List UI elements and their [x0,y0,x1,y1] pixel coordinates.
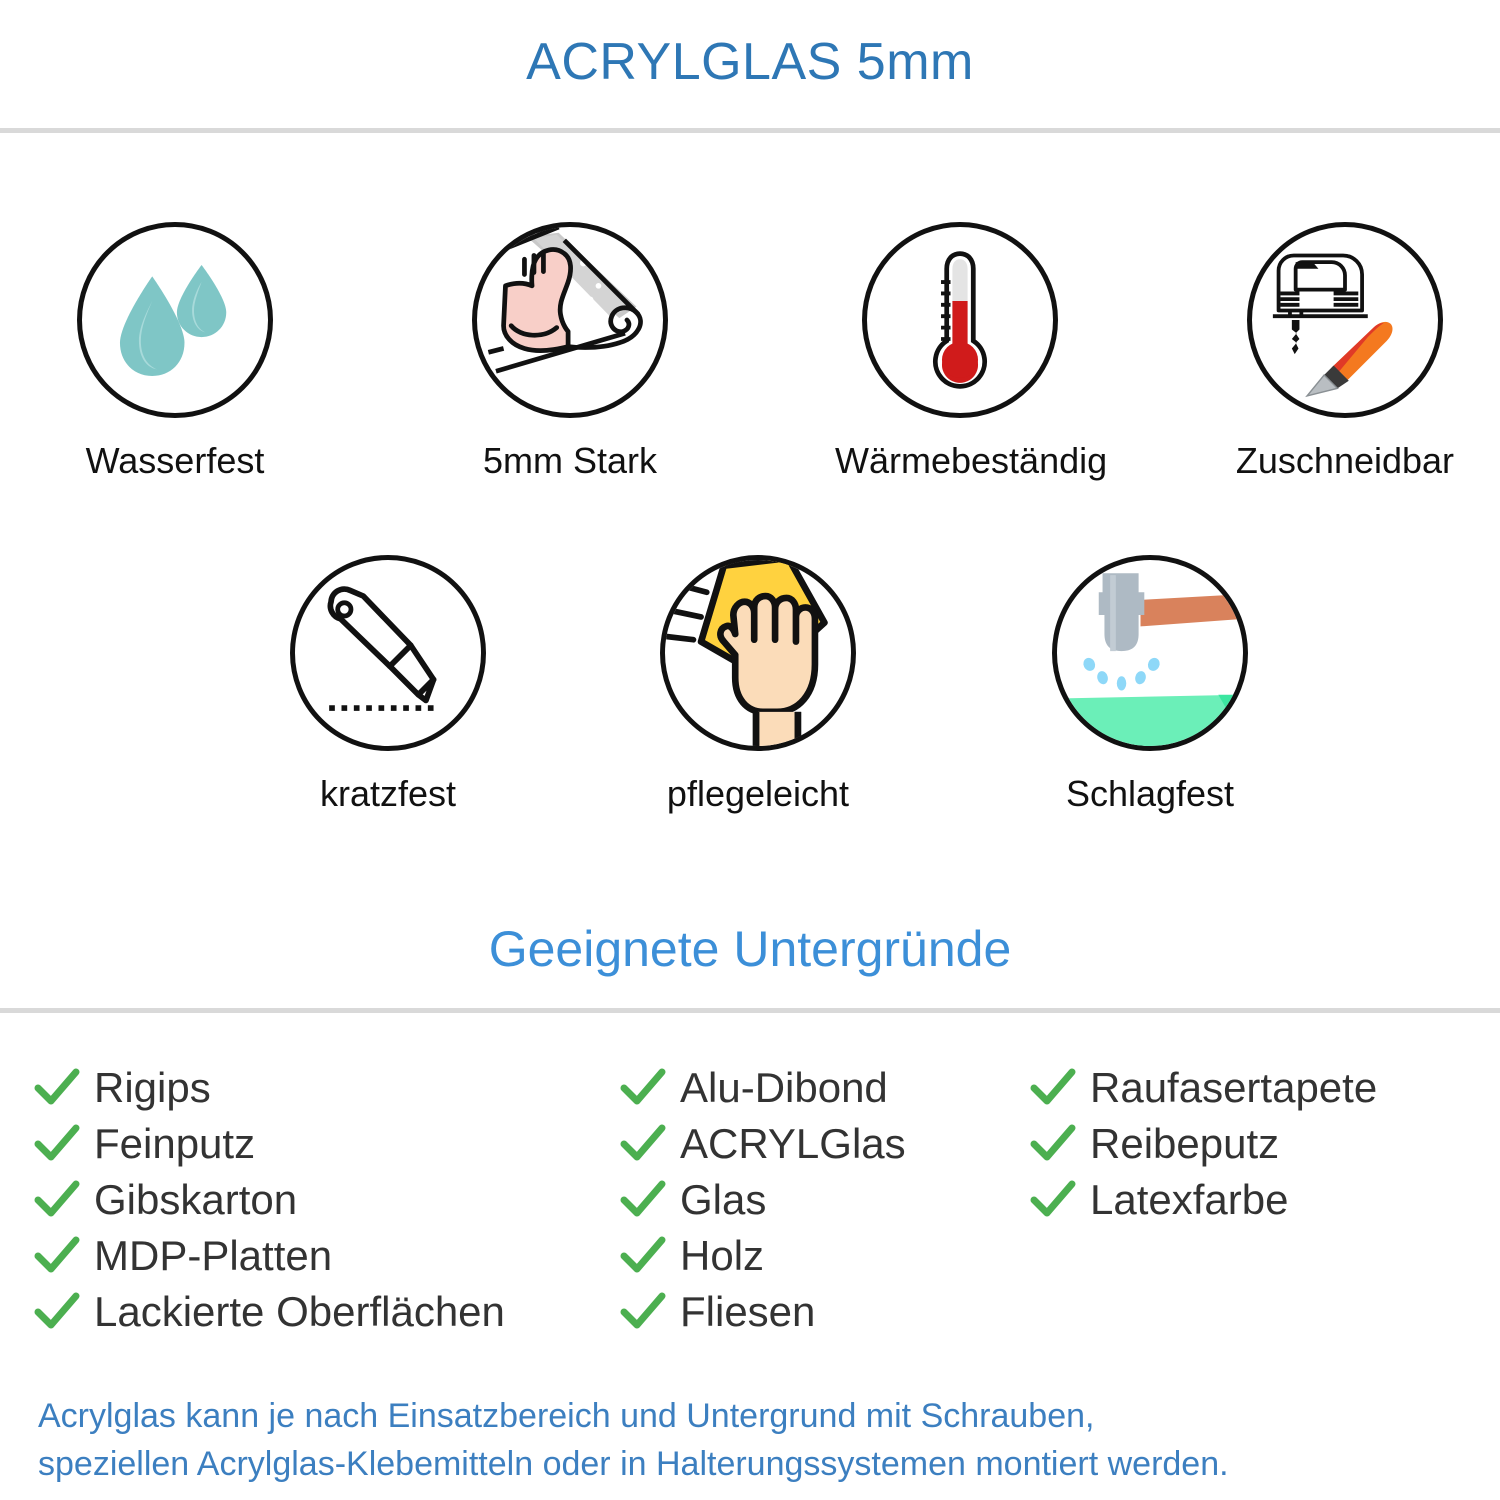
list-item: MDP-Platten [34,1228,620,1284]
list-item-label: Glas [680,1176,767,1223]
feature-label: kratzfest [319,773,457,814]
list-item-label: Latexfarbe [1090,1176,1289,1223]
feature-icon-circle [660,555,856,751]
list-item: Glas [620,1172,1030,1228]
check-icon [34,1236,80,1276]
list-item: Gibskarton [34,1172,620,1228]
list-item: Latexfarbe [1030,1172,1480,1228]
footer-note-line-2: speziellen Acrylglas-Klebemitteln oder i… [38,1445,1229,1483]
list-item-label: Fliesen [680,1288,816,1335]
substrates-column-3: Raufasertapete Reibeputz Latexfarbe [1030,1060,1480,1340]
list-item: Raufasertapete [1030,1060,1480,1116]
feature-item-pflegeleicht: pflegeleicht [633,555,883,815]
check-icon [34,1124,80,1164]
list-item: Rigips [34,1060,620,1116]
list-item: Holz [620,1228,1030,1284]
check-icon [34,1068,80,1108]
list-item: Fliesen [620,1284,1030,1340]
footer-note: Acrylglas kann je nach Einsatzbereich un… [38,1392,1468,1488]
feature-item-schlagfest: Schlagfest [1025,555,1275,815]
feature-label: Wärmebeständig [835,440,1108,481]
check-icon [34,1180,80,1220]
substrates-column-1: Rigips Feinputz Gibskarton MDP-Platten L… [0,1060,620,1340]
thermometer-icon [932,251,988,389]
substrates-column-2: Alu-Dibond ACRYLGlas Glas Holz Fliesen [620,1060,1030,1340]
feature-item-waermebestaendig: Wärmebeständig [835,222,1108,482]
substrates-list: Rigips Feinputz Gibskarton MDP-Platten L… [0,1060,1500,1340]
substrates-heading: Geeignete Untergründe [488,921,1012,977]
feature-icon-circle [472,222,668,418]
footer-note-line-1: Acrylglas kann je nach Einsatzbereich un… [38,1397,1095,1435]
list-item-label: Gibskarton [94,1176,298,1223]
check-icon [1030,1068,1076,1108]
feature-item-5mm-stark: 5mm Stark [445,222,695,482]
list-item-label: Reibeputz [1090,1120,1280,1167]
feature-icon-circle [77,222,273,418]
list-item-label: ACRYLGlas [680,1120,906,1167]
list-item-label: MDP-Platten [94,1232,333,1279]
list-item-label: Feinputz [94,1120,256,1167]
feature-icon-circle [862,222,1058,418]
check-icon [34,1292,80,1332]
feature-item-kratzfest: kratzfest [263,555,513,815]
check-icon [620,1124,666,1164]
list-item-label: Alu-Dibond [680,1064,888,1111]
feature-label: pflegeleicht [666,773,850,814]
feature-icon-circle [1247,222,1443,418]
page-title: ACRYLGLAS 5mm [526,33,974,91]
hammer-impact-icon [1057,573,1243,746]
list-item: ACRYLGlas [620,1116,1030,1172]
feature-label: 5mm Stark [482,440,658,481]
check-icon [1030,1180,1076,1220]
feature-icon-circle [1052,555,1248,751]
feature-label: Zuschneidbar [1235,440,1455,481]
hand-wiping-cloth-icon [665,560,828,746]
list-item-label: Holz [680,1232,765,1279]
divider-top [0,128,1500,133]
list-item: Reibeputz [1030,1116,1480,1172]
check-icon [620,1068,666,1108]
check-icon [620,1292,666,1332]
list-item: Lackierte Oberflächen [34,1284,620,1340]
feature-label: Wasserfest [85,440,265,481]
feature-icon-circle [290,555,486,751]
list-item-label: Rigips [94,1064,211,1111]
list-item: Alu-Dibond [620,1060,1030,1116]
list-item-label: Raufasertapete [1090,1064,1378,1111]
check-icon [620,1180,666,1220]
list-item-label: Lackierte Oberflächen [94,1288,505,1335]
cutter-knife-icon [327,586,440,711]
feature-item-zuschneidbar: Zuschneidbar [1220,222,1470,482]
feature-item-wasserfest: Wasserfest [50,222,300,482]
water-drops-icon [119,264,227,376]
list-item: Feinputz [34,1116,620,1172]
jigsaw-and-knife-icon [1272,253,1393,398]
divider-bottom [0,1008,1500,1013]
feature-label: Schlagfest [1065,773,1235,814]
flexed-bicep-icon [478,227,643,374]
check-icon [620,1236,666,1276]
check-icon [1030,1124,1076,1164]
